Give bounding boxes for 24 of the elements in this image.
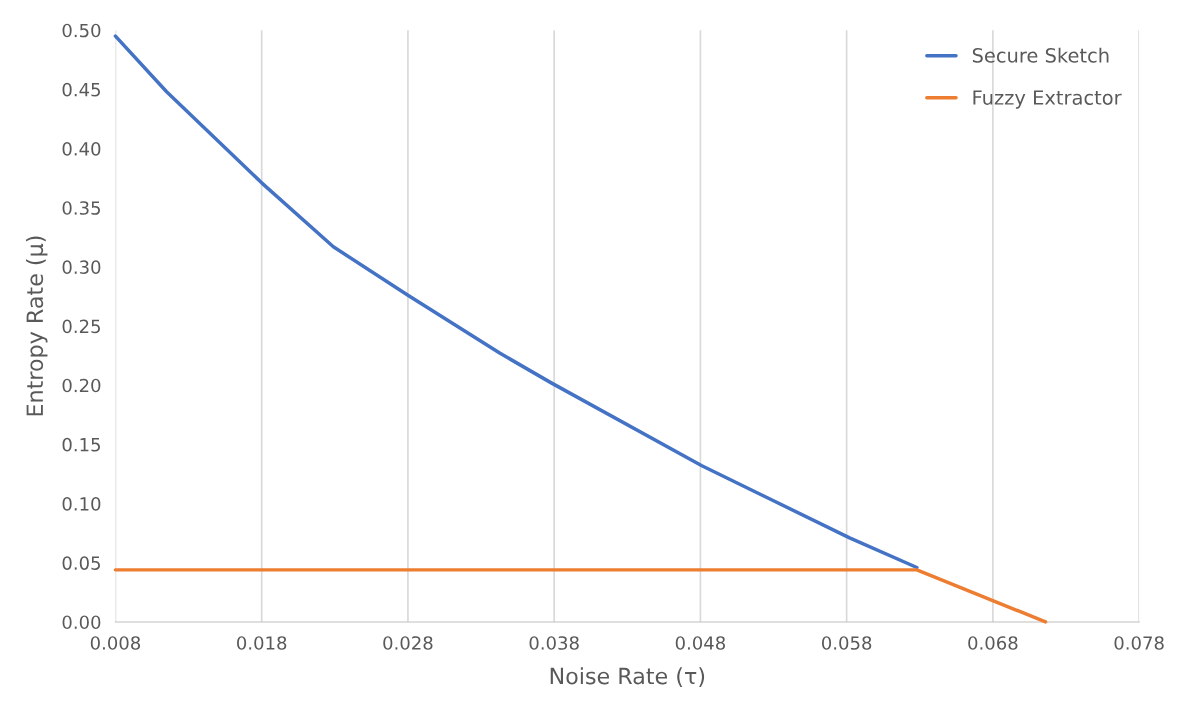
y-tick-label: 0.50 <box>62 23 101 38</box>
x-axis-title: Noise Rate (τ) <box>550 667 705 687</box>
x-tick-label: 0.078 <box>1114 636 1164 650</box>
x-tick-label: 0.068 <box>968 636 1018 650</box>
y-tick-label: 0.30 <box>62 260 101 275</box>
x-tick-label: 0.018 <box>237 636 287 650</box>
x-tick-label: 0.038 <box>529 636 579 650</box>
y-tick-label: 0.25 <box>62 319 100 334</box>
y-axis-title: Entropy Rate (μ) <box>25 236 48 416</box>
x-tick-label: 0.058 <box>821 636 872 650</box>
y-tick-label: 0.45 <box>62 82 100 97</box>
y-tick-label: 0.15 <box>62 437 100 452</box>
y-tick-label: 0.05 <box>62 556 100 570</box>
x-tick-label: 0.008 <box>90 636 141 650</box>
y-tick-label: 0.35 <box>62 201 100 215</box>
legend-label: Fuzzy Extractor <box>973 90 1122 109</box>
y-tick-label: 0.40 <box>62 142 101 156</box>
x-tick-label: 0.028 <box>383 636 433 650</box>
x-tick-label: 0.048 <box>675 636 726 650</box>
y-tick-label: 0.20 <box>62 378 101 393</box>
y-tick-label: 0.00 <box>62 615 101 630</box>
y-tick-label: 0.10 <box>62 497 101 511</box>
line-series <box>113 34 919 570</box>
legend-label: Secure Sketch <box>972 47 1109 63</box>
